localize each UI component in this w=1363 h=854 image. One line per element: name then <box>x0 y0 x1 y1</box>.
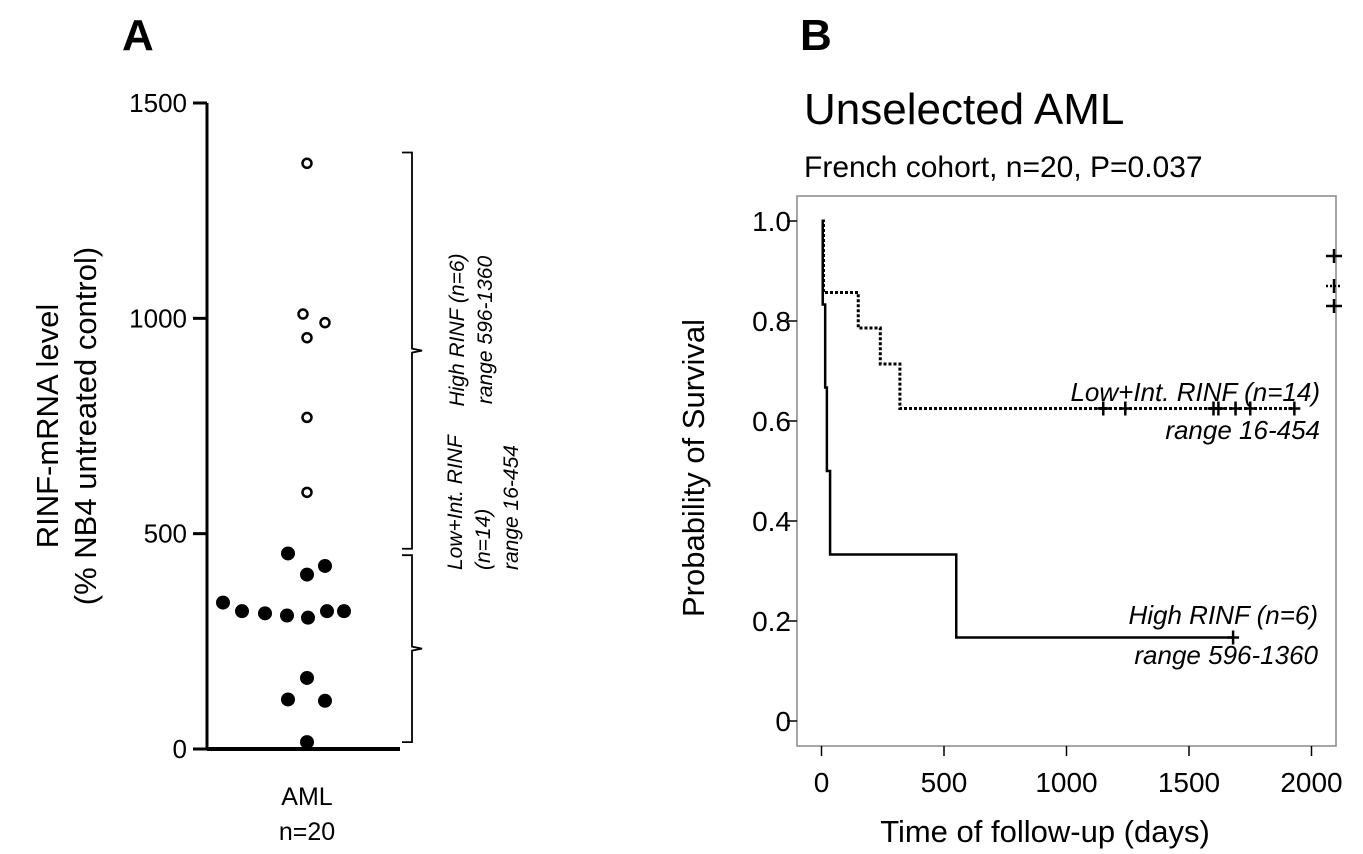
panel-a-low-annot-line2: (n=14) <box>472 509 495 570</box>
panel-a-point-low <box>300 735 314 750</box>
panel-a-point-low <box>258 606 272 621</box>
panel-b-low-label-line2: range 16-454 <box>1165 415 1320 445</box>
panel-b-xtick-label: 2000 <box>1280 767 1342 798</box>
panel-a-point-low <box>318 693 332 708</box>
panel-a-y-ticks: 0 500 1000 1500 <box>129 88 207 764</box>
panel-b-title: Unselected AML <box>804 85 1124 134</box>
panel-a-point-low <box>281 546 295 561</box>
panel-a-category-line2: n=20 <box>279 818 335 846</box>
panel-a-low-annot-line1: Low+Int. RINF <box>444 434 467 570</box>
panel-a-point-high <box>319 316 331 329</box>
panel-b-curve-high <box>821 219 1234 639</box>
panel-a-point-high <box>297 308 309 320</box>
panel-b-low-label-line1: Low+Int. RINF (n=14) <box>1070 377 1320 407</box>
panel-b-chart: 0 500 1000 1500 2000 1.0 0.8 0.6 0.4 0.2 0 Probabi… <box>676 195 1343 849</box>
panel-a-point-low <box>216 595 230 610</box>
panel-b-xtick-label: 0 <box>814 767 830 798</box>
panel-a-point-low <box>337 604 351 619</box>
panel-a-point-low <box>320 604 334 619</box>
panel-b-ticks: 0 500 1000 1500 2000 1.0 0.8 0.6 0.4 0.2 0 <box>752 206 1343 798</box>
panel-a-brace <box>402 554 423 744</box>
panel-b-curves <box>821 219 1301 645</box>
panel-a-point-low <box>281 692 295 707</box>
panel-a-ylabel-line2: (% NB4 untreated control) <box>68 247 103 605</box>
panel-a-brace <box>402 151 423 550</box>
panel-a-high-annot-line2: range 596-1360 <box>474 256 497 405</box>
panel-a-ytick-label: 500 <box>144 519 187 549</box>
panel-a-point-low <box>318 558 332 573</box>
panel-b-high-label-line2: range 596-1360 <box>1134 640 1318 670</box>
panel-a-ylabel-line1: RINF-mRNA level <box>30 304 65 549</box>
panel-b-letter: B <box>800 11 832 60</box>
panel-b-ytick-label: 0.4 <box>752 506 791 537</box>
panel-b-ylabel: Probability of Survival <box>676 319 711 617</box>
panel-b-legend-marks <box>1326 249 1342 313</box>
panel-a-braces <box>402 151 423 744</box>
panel-b-xtick-label: 1000 <box>1035 767 1097 798</box>
panel-a-chart: 0 500 1000 1500 RINF-mRNA level (% NB4 untr… <box>30 88 523 846</box>
panel-b-xtick-label: 1500 <box>1158 767 1220 798</box>
panel-b-xtick-label: 500 <box>921 767 968 798</box>
panel-a-points <box>216 157 351 750</box>
panel-a-point-low <box>300 670 314 685</box>
panel-b-ytick-label: 0.2 <box>752 606 791 637</box>
panel-b-subtitle: French cohort, n=20, P=0.037 <box>804 151 1203 184</box>
panel-a-category-line1: AML <box>281 783 333 811</box>
panel-b-xlabel: Time of follow-up (days) <box>880 814 1210 849</box>
panel-a-point-high <box>301 157 313 170</box>
panel-a-low-annot-line3: range 16-454 <box>500 445 523 570</box>
panel-a-ytick-label: 1500 <box>129 88 187 118</box>
panel-a-point-high <box>301 486 313 499</box>
panel-b-ytick-label: 0.6 <box>752 406 791 437</box>
panel-b-ytick-label: 1.0 <box>752 206 791 237</box>
panel-a-point-low <box>280 608 294 623</box>
panel-a-high-annot-line1: High RINF (n=6) <box>446 253 469 406</box>
panel-a-point-low <box>235 604 249 619</box>
panel-a-letter: A <box>122 11 154 60</box>
panel-a-point-high <box>301 331 313 344</box>
panel-b-ytick-label: 0 <box>775 706 791 737</box>
panel-b-high-label-line1: High RINF (n=6) <box>1128 600 1318 630</box>
panel-b-ytick-label: 0.8 <box>752 306 791 337</box>
panel-a-ytick-label: 0 <box>173 734 187 764</box>
panel-a-point-high <box>301 411 313 424</box>
panel-a-ytick-label: 1000 <box>129 303 187 333</box>
panel-a-point-low <box>300 567 314 582</box>
panel-a-point-low <box>301 610 315 625</box>
